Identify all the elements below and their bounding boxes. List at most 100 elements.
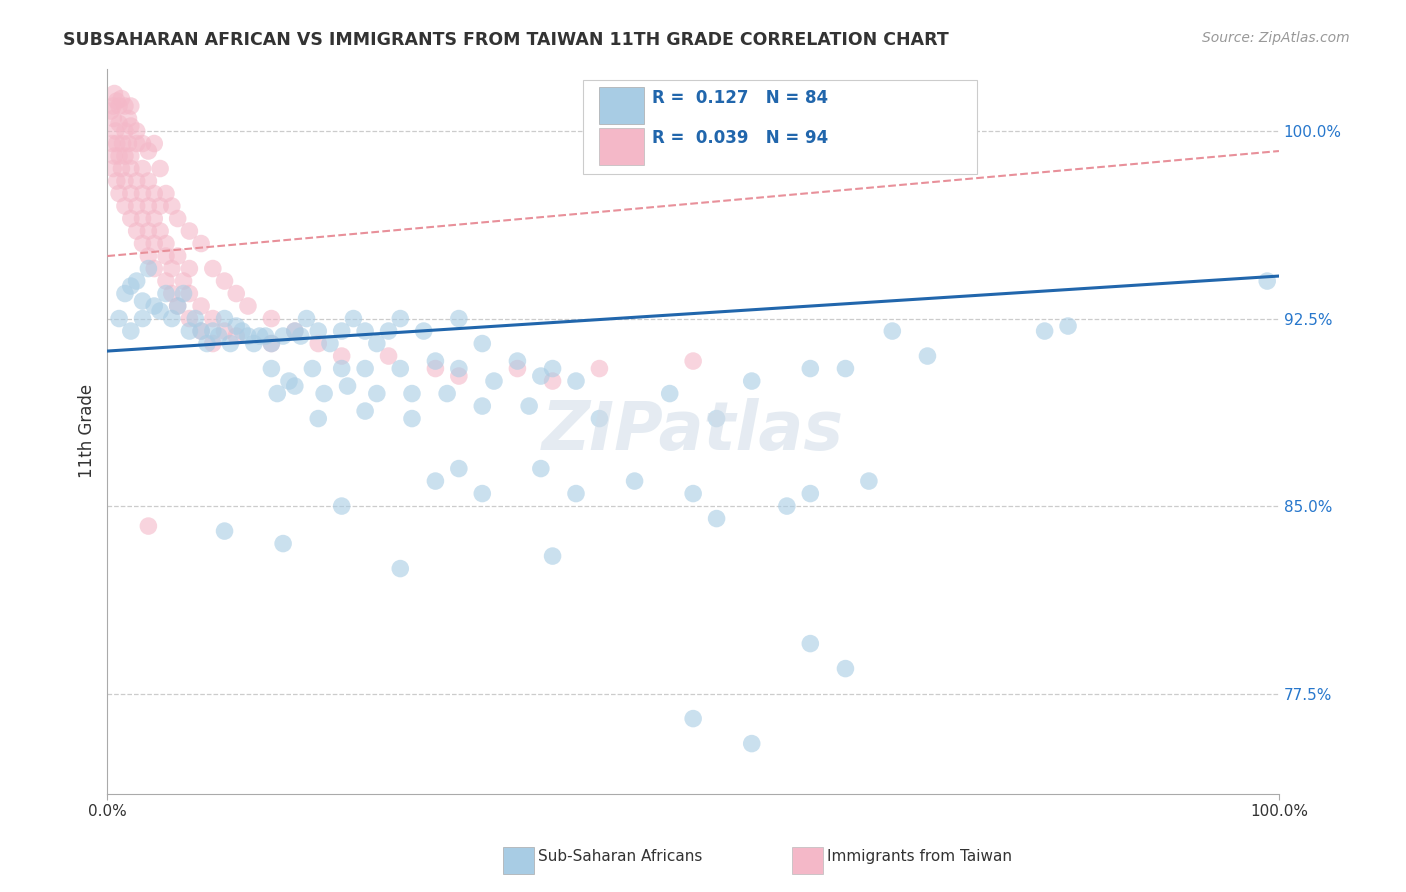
Point (307, 411, 329, 425)
Point (541, 361, 564, 376)
Point (114, 99, 136, 113)
Point (120, 186, 142, 201)
Point (125, 124, 148, 138)
Point (131, 311, 153, 326)
Point (114, 124, 136, 138)
Point (143, 299, 166, 313)
Point (103, 112, 125, 126)
Point (190, 324, 212, 338)
Point (307, 324, 329, 338)
Point (138, 174, 160, 188)
Point (131, 236, 153, 251)
Point (565, 374, 588, 388)
Text: ZIPatlas: ZIPatlas (543, 398, 844, 464)
Point (284, 379, 307, 393)
Point (401, 386, 423, 401)
Point (143, 186, 166, 201)
Point (103, 87, 125, 101)
Point (138, 224, 160, 238)
Point (1033, 324, 1056, 338)
Point (799, 637, 821, 651)
Point (104, 124, 127, 138)
Point (114, 199, 136, 213)
Point (166, 211, 188, 226)
Point (236, 329, 259, 343)
Point (214, 524, 236, 538)
Point (120, 149, 142, 163)
Point (741, 737, 763, 751)
Point (330, 499, 353, 513)
Point (125, 136, 148, 151)
Point (166, 249, 188, 263)
Point (166, 299, 188, 313)
Point (138, 199, 160, 213)
Point (447, 369, 470, 384)
Point (436, 386, 458, 401)
Point (266, 386, 288, 401)
Point (138, 519, 160, 533)
Point (125, 174, 148, 188)
Text: Source: ZipAtlas.com: Source: ZipAtlas.com (1202, 31, 1350, 45)
Point (882, 324, 904, 338)
Point (366, 336, 388, 351)
Point (201, 336, 224, 351)
Point (160, 311, 183, 326)
Point (319, 336, 342, 351)
Point (425, 474, 447, 488)
Point (179, 324, 201, 338)
Point (834, 662, 856, 676)
Point (155, 274, 177, 288)
Point (114, 149, 136, 163)
Point (682, 486, 704, 500)
Point (401, 411, 423, 425)
Point (219, 336, 242, 351)
Point (111, 136, 134, 151)
Point (155, 286, 177, 301)
Point (166, 299, 188, 313)
Point (530, 369, 553, 384)
Point (201, 261, 224, 276)
Point (389, 361, 412, 376)
Point (330, 361, 353, 376)
Point (110, 161, 132, 176)
Point (160, 261, 183, 276)
Point (149, 304, 172, 318)
Point (342, 311, 364, 326)
Point (354, 361, 377, 376)
Point (190, 299, 212, 313)
Point (799, 486, 821, 500)
Point (105, 174, 128, 188)
Point (658, 386, 681, 401)
Point (588, 361, 610, 376)
Point (108, 149, 131, 163)
Point (120, 119, 142, 133)
Point (214, 311, 236, 326)
Point (105, 136, 128, 151)
Point (541, 374, 564, 388)
Point (389, 561, 412, 575)
Point (155, 186, 177, 201)
Text: R =  0.039   N = 94: R = 0.039 N = 94 (652, 129, 828, 147)
Point (366, 386, 388, 401)
Point (120, 99, 142, 113)
Point (120, 161, 142, 176)
Point (290, 329, 312, 343)
Point (201, 311, 224, 326)
Point (354, 404, 377, 418)
Point (471, 336, 494, 351)
Point (506, 361, 529, 376)
Point (284, 324, 307, 338)
Point (179, 261, 201, 276)
Point (179, 224, 201, 238)
Point (173, 274, 195, 288)
Point (110, 91, 132, 105)
Point (565, 486, 588, 500)
Point (179, 286, 201, 301)
Point (103, 161, 125, 176)
Point (173, 286, 195, 301)
Point (231, 324, 253, 338)
Point (284, 324, 307, 338)
Point (103, 99, 125, 113)
Point (108, 311, 131, 326)
Point (114, 286, 136, 301)
